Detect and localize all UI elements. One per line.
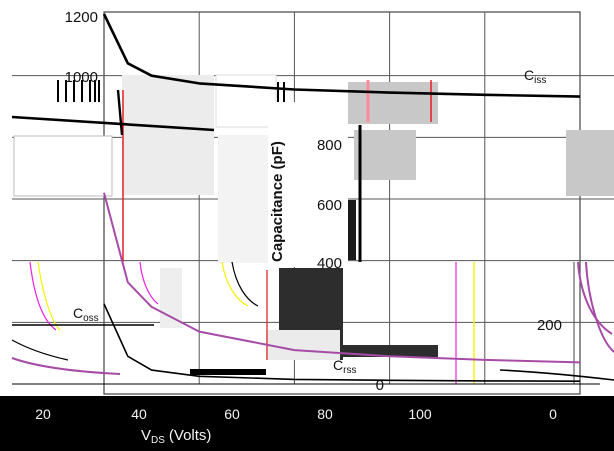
y-axis-ticks: 1200 1000 800 600 400 200 0 xyxy=(65,9,562,394)
series-layer xyxy=(102,13,581,382)
gray-block xyxy=(218,135,268,263)
frag-curve xyxy=(577,261,613,335)
y-tick-label: 200 xyxy=(537,317,562,334)
y-tick-label: 1200 xyxy=(65,9,98,26)
coss-label-main: C xyxy=(73,305,83,321)
y-tick-label: 0 xyxy=(376,377,384,394)
stroke xyxy=(116,89,124,136)
y-tick-label: 600 xyxy=(317,197,342,214)
plot-frame xyxy=(103,11,581,395)
crss-label-main: C xyxy=(333,357,343,373)
gray-block xyxy=(566,130,614,196)
gray-block xyxy=(122,75,214,195)
coss-label-sub: oss xyxy=(83,313,99,324)
x-axis-title-v: V xyxy=(141,427,151,444)
frag-curve xyxy=(11,357,121,375)
y-tick-label: 400 xyxy=(317,255,342,272)
ciss-series-line xyxy=(102,13,581,98)
y-tick-label: 1000 xyxy=(65,69,98,86)
frag-curve xyxy=(37,261,61,331)
crss-label-sub: rss xyxy=(343,365,356,376)
x-tick-label: 20 xyxy=(35,406,51,422)
x-tick-label: 0 xyxy=(549,406,557,422)
frag-curve xyxy=(231,261,259,307)
x-axis-title-unit: (Volts) xyxy=(169,427,212,444)
x-tick-label: 40 xyxy=(131,406,147,422)
white-mask xyxy=(268,102,348,267)
frag-curve xyxy=(139,261,159,305)
gray-block xyxy=(13,135,113,197)
x-axis-ticks: 20 40 60 80 100 0 xyxy=(35,406,557,422)
gray-block xyxy=(266,330,340,360)
gray-block xyxy=(348,200,356,260)
ciss-label-sub: iss xyxy=(534,75,546,86)
ciss-label: Ciss xyxy=(524,67,546,86)
crss-series-line xyxy=(103,303,581,382)
frag-curve xyxy=(499,369,614,381)
gray-block xyxy=(348,82,438,124)
x-tick-label: 80 xyxy=(317,406,333,422)
x-axis-title: VDS (Volts) xyxy=(141,427,211,446)
frag-curve xyxy=(29,261,57,331)
y-axis-title: Capacitance (pF) xyxy=(269,141,286,262)
frag-curve xyxy=(11,339,69,361)
x-axis-band xyxy=(0,396,614,451)
x-tick-label: 60 xyxy=(224,406,240,422)
coss-label: Coss xyxy=(73,305,99,324)
dark-block xyxy=(343,345,438,357)
stroke xyxy=(11,115,215,132)
gray-block xyxy=(160,268,182,328)
crss-label: Crss xyxy=(333,357,356,376)
tile-fragments xyxy=(11,74,614,385)
frag-curve xyxy=(585,261,614,353)
y-tick-label: 800 xyxy=(317,137,342,154)
x-tick-label: 100 xyxy=(408,406,432,422)
frag-curve xyxy=(221,261,249,307)
gray-block xyxy=(354,130,416,180)
ciss-label-main: C xyxy=(524,67,534,83)
gray-block xyxy=(215,74,277,128)
coss-series-line xyxy=(103,192,581,364)
x-axis-title-sub: DS xyxy=(151,435,165,446)
minor-tick-cluster xyxy=(57,80,100,102)
